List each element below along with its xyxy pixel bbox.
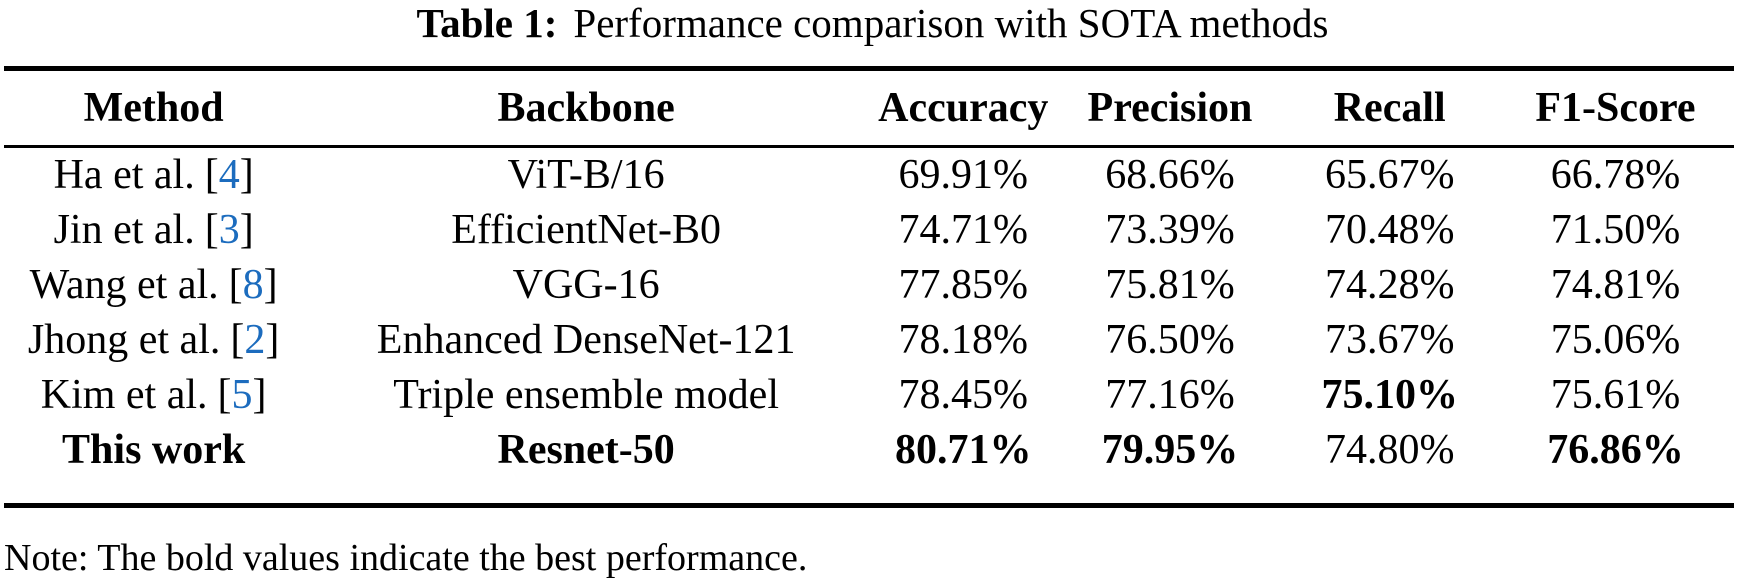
- method-name: Kim et al.: [40, 372, 208, 418]
- col-header-accuracy: Accuracy: [868, 68, 1058, 148]
- f1-score-cell: 74.81%: [1550, 262, 1681, 308]
- citation: [2]: [230, 317, 280, 363]
- method-name: Ha et al.: [53, 152, 195, 198]
- f1-score-cell: 75.06%: [1550, 317, 1681, 363]
- f1-score-cell-best: 76.86%: [1547, 427, 1684, 473]
- method-cell: Kim et al. [5]: [4, 368, 303, 423]
- table-note: Note: The bold values indicate the best …: [4, 537, 808, 579]
- recall-cell: 73.67%: [1324, 317, 1455, 363]
- col-header-backbone: Backbone: [303, 68, 869, 148]
- table-row: Jin et al. [3] EfficientNet-B0 74.71% 73.…: [4, 203, 1734, 258]
- accuracy-cell: 74.71%: [898, 207, 1029, 253]
- table-caption-text: Performance comparison with SOTA methods: [573, 0, 1329, 46]
- citation: [8]: [228, 262, 278, 308]
- recall-cell: 70.48%: [1324, 207, 1455, 253]
- accuracy-cell: 78.18%: [898, 317, 1029, 363]
- col-header-f1-score: F1-Score: [1496, 68, 1734, 148]
- method-cell: Wang et al. [8]: [4, 258, 303, 313]
- table-caption-label: Table 1:: [416, 0, 558, 46]
- precision-cell: 75.81%: [1105, 262, 1235, 308]
- recall-cell: 74.28%: [1324, 262, 1455, 308]
- backbone-cell: Triple ensemble model: [393, 372, 779, 418]
- recall-cell: 65.67%: [1324, 152, 1455, 198]
- citation-link[interactable]: 2: [244, 317, 266, 363]
- table-body: Ha et al. [4] ViT-B/16 69.91% 68.66% 65.6…: [4, 147, 1734, 506]
- accuracy-cell: 77.85%: [898, 262, 1029, 308]
- table-row: Kim et al. [5] Triple ensemble model 78.4…: [4, 368, 1734, 423]
- recall-cell: 74.80%: [1324, 427, 1455, 473]
- f1-score-cell: 66.78%: [1550, 152, 1681, 198]
- backbone-cell: EfficientNet-B0: [451, 207, 722, 253]
- accuracy-cell-best: 80.71%: [895, 427, 1032, 473]
- table-caption: Table 1: Performance comparison with SOTA…: [0, 0, 1745, 46]
- header-row: Method Backbone Accuracy Precision Recal…: [4, 68, 1734, 148]
- method-name: Jhong et al.: [27, 317, 221, 363]
- recall-cell-best: 75.10%: [1321, 372, 1458, 418]
- citation-link[interactable]: 4: [218, 152, 240, 198]
- table-row: Wang et al. [8] VGG-16 77.85% 75.81% 74.2…: [4, 258, 1734, 313]
- backbone-cell: Enhanced DenseNet-121: [376, 317, 796, 363]
- citation-link[interactable]: 3: [218, 207, 240, 253]
- col-header-precision: Precision: [1057, 68, 1283, 148]
- table-row-this-work: This work Resnet-50 80.71% 79.95% 74.80%…: [4, 423, 1734, 506]
- precision-cell: 68.66%: [1105, 152, 1235, 198]
- method-name: Wang et al.: [29, 262, 219, 308]
- citation: [3]: [204, 207, 254, 253]
- backbone-cell: ViT-B/16: [507, 152, 665, 198]
- method-cell: Ha et al. [4]: [4, 147, 303, 204]
- citation: [5]: [217, 372, 267, 418]
- precision-cell: 77.16%: [1105, 372, 1235, 418]
- backbone-cell: Resnet-50: [497, 427, 675, 473]
- table-row: Jhong et al. [2] Enhanced DenseNet-121 78…: [4, 313, 1734, 368]
- method-cell: Jin et al. [3]: [4, 203, 303, 258]
- precision-cell: 76.50%: [1105, 317, 1235, 363]
- citation-link[interactable]: 8: [242, 262, 264, 308]
- accuracy-cell: 69.91%: [898, 152, 1029, 198]
- accuracy-cell: 78.45%: [898, 372, 1029, 418]
- method-cell: This work: [62, 427, 246, 473]
- citation: [4]: [204, 152, 254, 198]
- citation-link[interactable]: 5: [231, 372, 253, 418]
- col-header-recall: Recall: [1282, 68, 1497, 148]
- method-name: Jin et al.: [53, 207, 195, 253]
- precision-cell-best: 79.95%: [1101, 427, 1239, 473]
- method-cell: Jhong et al. [2]: [4, 313, 303, 368]
- f1-score-cell: 71.50%: [1550, 207, 1681, 253]
- results-table: Method Backbone Accuracy Precision Recal…: [4, 66, 1734, 508]
- backbone-cell: VGG-16: [512, 262, 660, 308]
- f1-score-cell: 75.61%: [1550, 372, 1681, 418]
- col-header-method: Method: [4, 68, 304, 148]
- precision-cell: 73.39%: [1105, 207, 1235, 253]
- table-row: Ha et al. [4] ViT-B/16 69.91% 68.66% 65.6…: [4, 147, 1734, 204]
